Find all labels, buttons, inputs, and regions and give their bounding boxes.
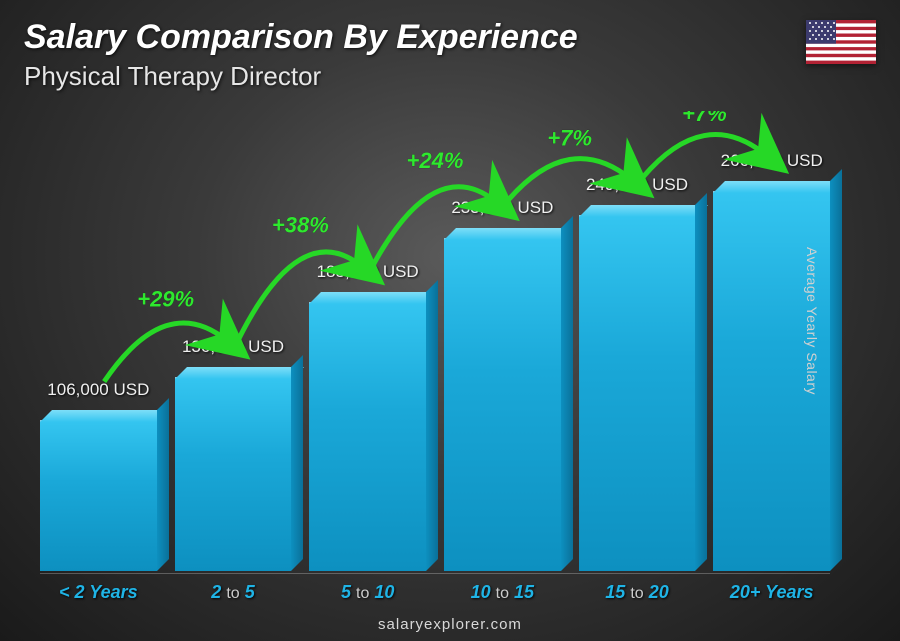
bar-slot: 106,000 USD: [40, 380, 157, 571]
x-axis-label: < 2 Years: [40, 582, 157, 603]
bar: [309, 302, 426, 571]
x-axis-label: 15 to 20: [579, 582, 696, 603]
bar-slot: 188,000 USD: [309, 262, 426, 571]
bar-value-label: 233,000 USD: [451, 198, 553, 218]
x-axis-label: 10 to 15: [444, 582, 561, 603]
bar-slot: 136,000 USD: [175, 337, 292, 571]
x-axis-label: 5 to 10: [309, 582, 426, 603]
usa-flag-icon: [806, 20, 876, 64]
x-axis-label: 20+ Years: [713, 582, 830, 603]
bar-chart: 106,000 USD 136,000 USD 188,000 USD 233,000…: [40, 111, 830, 571]
bar: [40, 420, 157, 571]
header: Salary Comparison By Experience Physical…: [24, 18, 876, 92]
x-axis: < 2 Years 2 to 5 5 to 10 10 to 15 15 to 20 20…: [40, 573, 830, 603]
bar-value-label: 106,000 USD: [47, 380, 149, 400]
bar-value-label: 249,000 USD: [586, 175, 688, 195]
bar: [444, 238, 561, 571]
page-title: Salary Comparison By Experience: [24, 18, 876, 57]
bar-slot: 249,000 USD: [579, 175, 696, 571]
bar-value-label: 266,000 USD: [721, 151, 823, 171]
bar-value-label: 188,000 USD: [317, 262, 419, 282]
x-axis-label: 2 to 5: [175, 582, 292, 603]
page-subtitle: Physical Therapy Director: [24, 61, 876, 92]
footer-brand: salaryexplorer.com: [0, 616, 900, 633]
y-axis-label: Average Yearly Salary: [804, 247, 820, 395]
bar: [175, 377, 292, 571]
bar-slot: 233,000 USD: [444, 198, 561, 571]
bar: [579, 215, 696, 571]
bar-value-label: 136,000 USD: [182, 337, 284, 357]
